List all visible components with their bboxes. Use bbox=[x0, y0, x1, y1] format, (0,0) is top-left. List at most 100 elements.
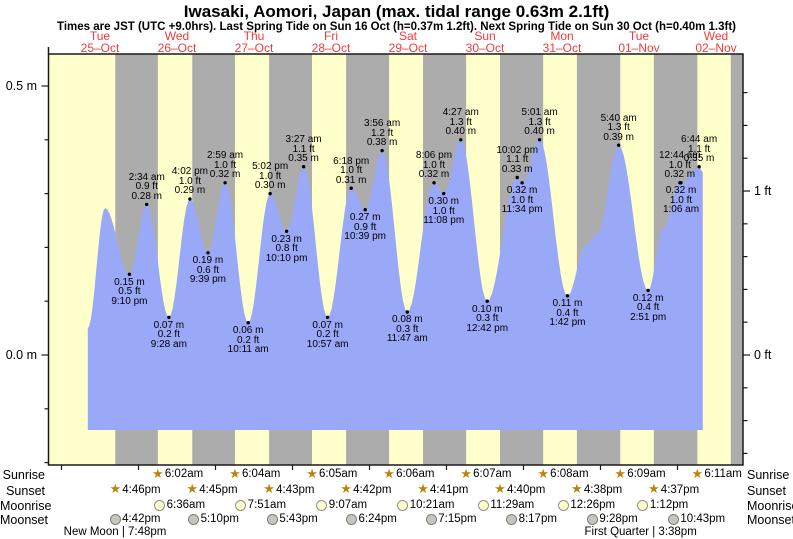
moonset-time: 10:43pm bbox=[680, 512, 726, 525]
day-label: Fri 28–Oct bbox=[311, 29, 351, 55]
moonset-moon-icon bbox=[586, 513, 598, 525]
tide-high-label: 2:34 am 0.9 ft 0.28 m bbox=[128, 171, 165, 202]
day-label: Thu 27–Oct bbox=[234, 29, 274, 55]
moonrise-time: 1:12pm bbox=[649, 498, 689, 511]
moonrise-time: 9:07am bbox=[328, 498, 368, 511]
moonset-moon-icon bbox=[425, 513, 437, 525]
day-label: Wed 02–Nov bbox=[695, 29, 737, 55]
moonset-moon-icon bbox=[109, 513, 121, 525]
tide-high-label: 4:27 am 1.3 ft 0.40 m bbox=[442, 107, 479, 138]
tide-extreme-dot bbox=[380, 148, 384, 153]
tide-extreme-dot bbox=[520, 181, 524, 185]
tide-low-label: 0.12 m 0.4 ft 2:51 pm bbox=[630, 292, 667, 323]
tide-extreme-dot bbox=[565, 294, 570, 298]
tide-extreme-dot bbox=[145, 202, 149, 207]
sunrise-star-icon: ★ bbox=[460, 465, 472, 481]
moonrise-time: 6:36am bbox=[166, 498, 206, 511]
plot-frame bbox=[47, 53, 744, 466]
y-axis-label-left: 0.0 m bbox=[5, 347, 37, 362]
tide-low-label: 0.19 m 0.6 ft 9:39 pm bbox=[189, 255, 227, 286]
page-title: Iwasaki, Aomori, Japan (max. tidal range… bbox=[183, 2, 610, 21]
tide-extreme-dot bbox=[679, 181, 683, 185]
tide-extreme-dot bbox=[646, 288, 650, 293]
sunrise-star-icon: ★ bbox=[152, 465, 164, 481]
sunset-star-icon: ★ bbox=[647, 481, 660, 496]
sunrise-time: 6:06am bbox=[396, 468, 435, 480]
moonrise-moon-icon bbox=[477, 499, 489, 511]
moonset-time: 7:15pm bbox=[438, 512, 477, 525]
sunset-time: 4:45pm bbox=[199, 483, 238, 496]
tide-extreme-dot bbox=[537, 138, 542, 142]
moonset-moon-icon bbox=[188, 513, 200, 525]
tide-extreme-dot bbox=[127, 272, 132, 276]
day-label: Sun 30–Oct bbox=[465, 29, 505, 55]
moonrise-time: 12:26pm bbox=[570, 498, 616, 511]
tide-low-label: 0.27 m 0.9 ft 10:39 pm bbox=[344, 212, 386, 243]
tide-extreme-dot bbox=[325, 315, 330, 319]
row-label-moonrise-left: Moonrise bbox=[0, 498, 52, 513]
tide-high-label: 3:56 am 1.2 ft 0.38 m bbox=[364, 118, 401, 149]
day-label: Mon 31–Oct bbox=[542, 29, 582, 55]
tide-extreme-dot bbox=[485, 299, 489, 303]
tide-low-label: 0.08 m 0.3 ft 11:47 am bbox=[386, 314, 428, 345]
y-axis-label-right: 1 ft bbox=[754, 183, 772, 198]
sunrise-time: 6:04am bbox=[241, 468, 281, 480]
row-label-moonrise-right: Moonrise bbox=[747, 498, 793, 513]
moonrise-time: 7:51am bbox=[247, 498, 287, 511]
tide-extreme-dot bbox=[268, 191, 272, 196]
tide-extreme-dot bbox=[349, 186, 353, 190]
tide-extreme-dot bbox=[167, 315, 171, 319]
tide-high-label: 6:18 pm 1.0 ft 0.31 m bbox=[333, 155, 370, 186]
row-label-sunrise-right: Sunrise bbox=[747, 468, 790, 482]
moonset-moon-icon bbox=[506, 513, 518, 525]
row-label-sunset-left: Sunset bbox=[6, 483, 45, 498]
tide-high-label: 10:02 pm 1.1 ft 0.33 m bbox=[496, 144, 539, 175]
tide-low-label: 0.07 m 0.2 ft 10:57 am bbox=[306, 319, 349, 350]
sunset-star-icon: ★ bbox=[571, 481, 583, 496]
day-label: Sat 29–Oct bbox=[388, 29, 428, 55]
tide-high-label: 8:06 pm 1.0 ft 0.32 m bbox=[415, 150, 453, 181]
moonset-moon-icon bbox=[266, 513, 278, 525]
sunset-time: 4:38pm bbox=[583, 483, 623, 496]
sunrise-star-icon: ★ bbox=[537, 465, 549, 481]
moonset-time: 5:43pm bbox=[279, 512, 318, 525]
moon-phase-label: First Quarter | 3:38pm bbox=[584, 526, 697, 538]
moonset-time: 9:28pm bbox=[599, 512, 638, 525]
row-label-sunset-right: Sunset bbox=[747, 483, 786, 498]
tide-extreme-dot bbox=[697, 165, 701, 169]
tide-high-label: 4:02 pm 1.0 ft 0.29 m bbox=[171, 166, 208, 197]
tide-low-label: 0.32 m 1.0 ft 1:06 am bbox=[662, 185, 700, 216]
moonrise-moon-icon bbox=[397, 499, 409, 511]
sunset-star-icon: ★ bbox=[109, 481, 122, 496]
sunset-star-icon: ★ bbox=[186, 481, 199, 496]
sunrise-star-icon: ★ bbox=[306, 465, 318, 481]
tide-low-label: 0.11 m 0.4 ft 1:42 pm bbox=[549, 298, 586, 329]
tide-extreme-dot bbox=[617, 143, 621, 147]
tide-high-label: 12:44 am 1.0 ft 0.32 m bbox=[658, 150, 701, 181]
moonset-time: 8:17pm bbox=[518, 512, 557, 525]
day-label: Tue 01–Nov bbox=[618, 29, 660, 55]
moonrise-moon-icon bbox=[557, 499, 569, 511]
page-subtitle: Times are JST (UTC +9.0hrs). Last Spring… bbox=[57, 21, 736, 33]
y-axis-label-left: 0.5 m bbox=[5, 78, 37, 93]
tide-low-label: 0.30 m 1.0 ft 11:08 pm bbox=[423, 196, 465, 227]
day-label: Wed 26–Oct bbox=[157, 29, 197, 55]
tide-extreme-dot bbox=[284, 229, 289, 233]
tide-extreme-dot bbox=[442, 191, 446, 196]
sunrise-time: 6:07am bbox=[473, 468, 512, 480]
moon-phase-label: New Moon | 7:48pm bbox=[63, 526, 167, 538]
row-label-moonset-left: Moonset bbox=[0, 512, 48, 527]
tide-extreme-dot bbox=[223, 181, 227, 185]
tide-low-label: 0.10 m 0.3 ft 12:42 pm bbox=[466, 303, 509, 334]
moonrise-time: 10:21am bbox=[409, 498, 455, 511]
tide-extreme-dot bbox=[246, 321, 250, 325]
sunset-star-icon: ★ bbox=[494, 481, 506, 496]
sunrise-time: 6:08am bbox=[550, 468, 589, 480]
moonrise-moon-icon bbox=[316, 499, 328, 511]
sunset-star-icon: ★ bbox=[340, 481, 352, 496]
tide-extreme-dot bbox=[405, 310, 409, 314]
tide-high-label: 2:59 am 1.0 ft 0.32 m bbox=[206, 150, 244, 181]
sunrise-time: 6:09am bbox=[627, 468, 666, 480]
sunset-time: 4:46pm bbox=[122, 483, 161, 496]
moonset-moon-icon bbox=[346, 513, 358, 525]
